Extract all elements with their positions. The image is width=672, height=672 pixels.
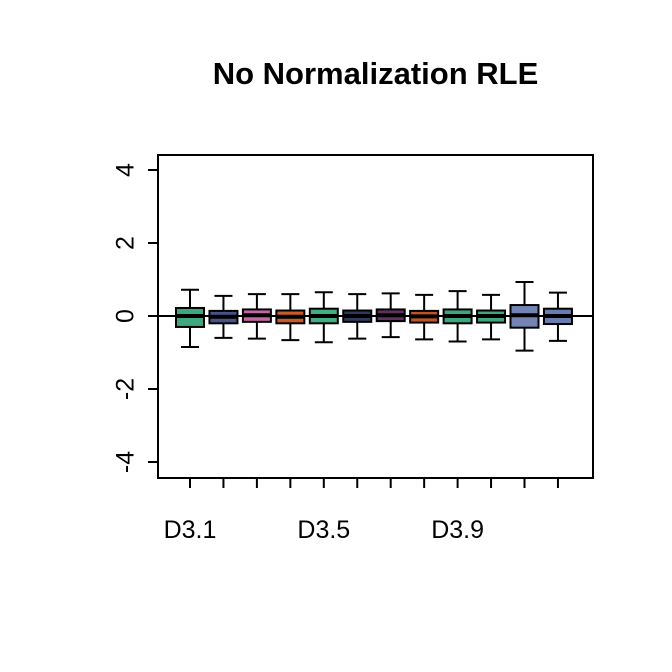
x-tick-label: D3.1 bbox=[164, 516, 217, 544]
boxplot-group bbox=[375, 292, 406, 339]
boxplot-group bbox=[275, 293, 306, 342]
boxplot-group bbox=[476, 293, 507, 341]
y-tick-label: -4 bbox=[112, 451, 140, 473]
boxplot-group bbox=[175, 288, 205, 349]
x-tick-label: D3.9 bbox=[431, 516, 484, 544]
x-tick-label: D3.5 bbox=[297, 516, 350, 544]
boxplot-group bbox=[208, 294, 239, 339]
y-tick-label: 0 bbox=[112, 309, 140, 323]
boxplot-group bbox=[241, 293, 272, 340]
boxplot-group bbox=[442, 290, 473, 343]
y-tick-label: 2 bbox=[112, 236, 140, 250]
boxplot-group bbox=[308, 291, 339, 344]
boxplot-group bbox=[509, 281, 540, 352]
boxplot-group bbox=[409, 293, 440, 341]
boxplot-group bbox=[542, 291, 573, 342]
y-tick-label: 4 bbox=[112, 163, 140, 177]
boxplot-group bbox=[342, 293, 373, 340]
y-tick-label: -2 bbox=[112, 378, 140, 400]
chart-title: No Normalization RLE bbox=[212, 56, 539, 91]
